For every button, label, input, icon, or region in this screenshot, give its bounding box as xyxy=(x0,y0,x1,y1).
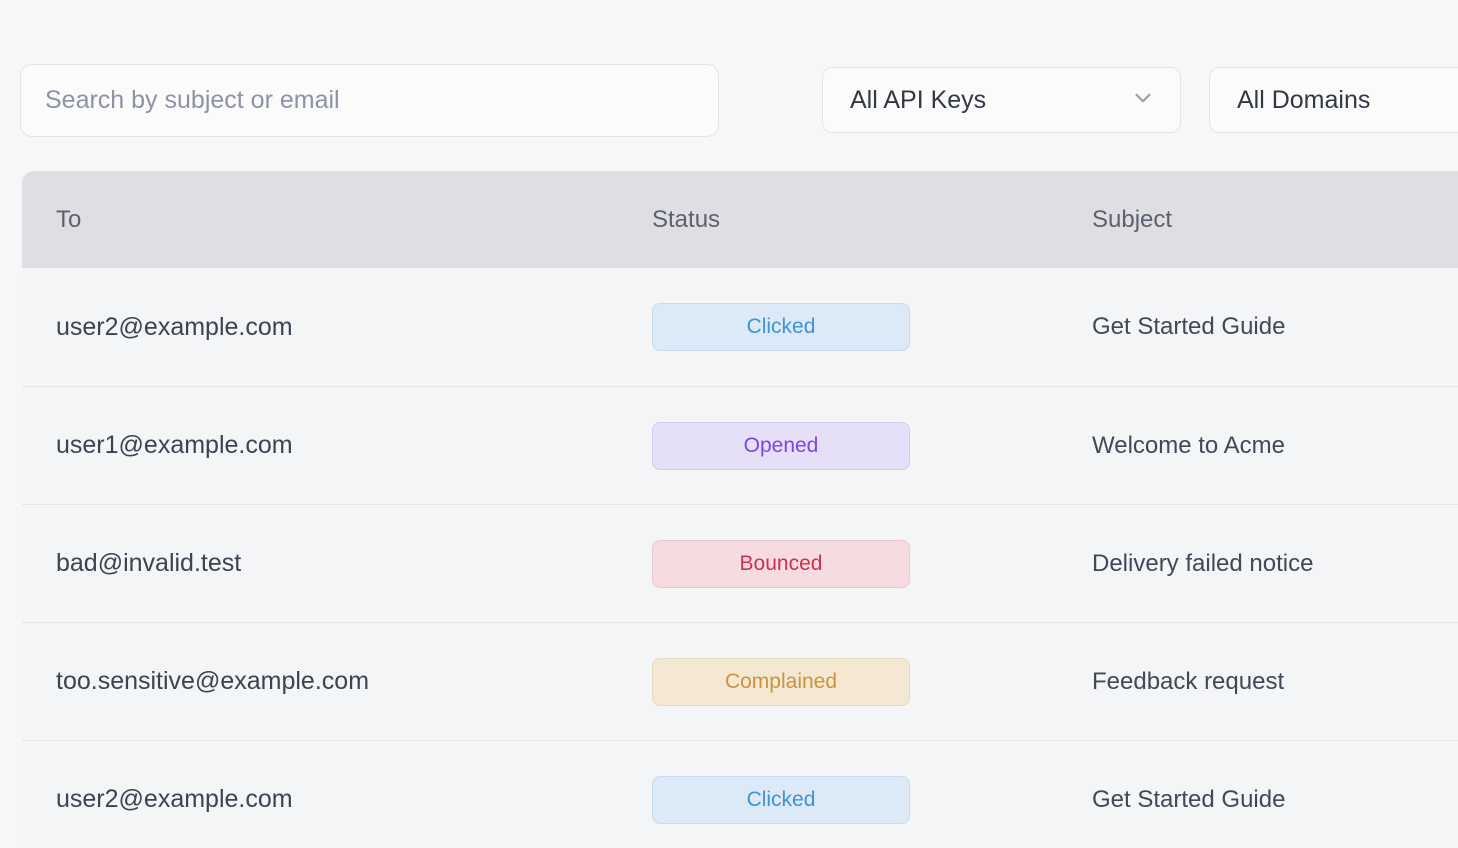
status-badge: Bounced xyxy=(652,539,910,588)
table-body: user2@example.com Clicked Get Started Gu… xyxy=(22,268,1458,848)
status-cell: Opened xyxy=(652,421,1092,470)
status-badge: Opened xyxy=(652,421,910,470)
to-cell: user1@example.com xyxy=(56,431,293,459)
to-cell: user2@example.com xyxy=(56,312,293,341)
column-header-subject: Subject xyxy=(1092,205,1173,233)
status-cell: Clicked xyxy=(652,775,1092,824)
status-badge: Complained xyxy=(652,657,910,706)
to-cell: bad@invalid.test xyxy=(56,549,242,577)
subject-cell: Get Started Guide xyxy=(1092,313,1286,340)
subject-cell: Delivery failed notice xyxy=(1092,549,1314,577)
subject-cell: Welcome to Acme xyxy=(1092,431,1285,459)
filter-domains-label: All Domains xyxy=(1237,85,1371,114)
filter-api-keys-label: All API Keys xyxy=(850,85,987,114)
filter-domains-dropdown[interactable]: All Domains xyxy=(1209,67,1458,133)
table-row[interactable]: user2@example.com Clicked Get Started Gu… xyxy=(22,268,1458,386)
to-cell: too.sensitive@example.com xyxy=(56,667,370,695)
column-header-to: To xyxy=(56,205,82,233)
filter-api-keys-dropdown[interactable]: All API Keys xyxy=(822,67,1181,133)
table-row[interactable]: user2@example.com Clicked Get Started Gu… xyxy=(22,740,1458,848)
chevron-down-icon xyxy=(1130,85,1156,116)
search-input[interactable] xyxy=(20,64,719,137)
status-cell: Complained xyxy=(652,657,1092,706)
column-header-status: Status xyxy=(652,205,721,233)
emails-table: To Status Subject user2@example.com Clic… xyxy=(22,171,1458,848)
table-row[interactable]: bad@invalid.test Bounced Delivery failed… xyxy=(22,504,1458,622)
table-header-row: To Status Subject xyxy=(22,171,1458,268)
table-row[interactable]: too.sensitive@example.com Complained Fee… xyxy=(22,622,1458,740)
status-badge: Clicked xyxy=(652,303,910,351)
to-cell: user2@example.com xyxy=(56,785,293,813)
table-row[interactable]: user1@example.com Opened Welcome to Acme xyxy=(22,386,1458,504)
status-badge: Clicked xyxy=(652,775,910,824)
status-cell: Clicked xyxy=(652,303,1092,351)
subject-cell: Get Started Guide xyxy=(1092,785,1286,813)
status-cell: Bounced xyxy=(652,539,1092,588)
subject-cell: Feedback request xyxy=(1092,667,1285,695)
